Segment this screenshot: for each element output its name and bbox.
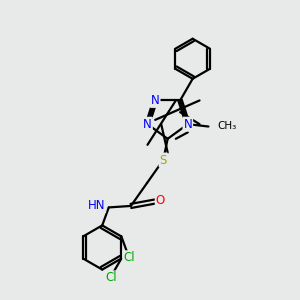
Text: N: N — [184, 118, 192, 131]
Text: N: N — [151, 94, 160, 107]
Text: Cl: Cl — [105, 272, 117, 284]
Text: O: O — [156, 194, 165, 207]
Text: HN: HN — [88, 199, 105, 212]
Text: CH₃: CH₃ — [217, 121, 236, 131]
Text: N: N — [143, 118, 152, 131]
Text: S: S — [160, 154, 167, 166]
Text: Cl: Cl — [123, 251, 135, 264]
